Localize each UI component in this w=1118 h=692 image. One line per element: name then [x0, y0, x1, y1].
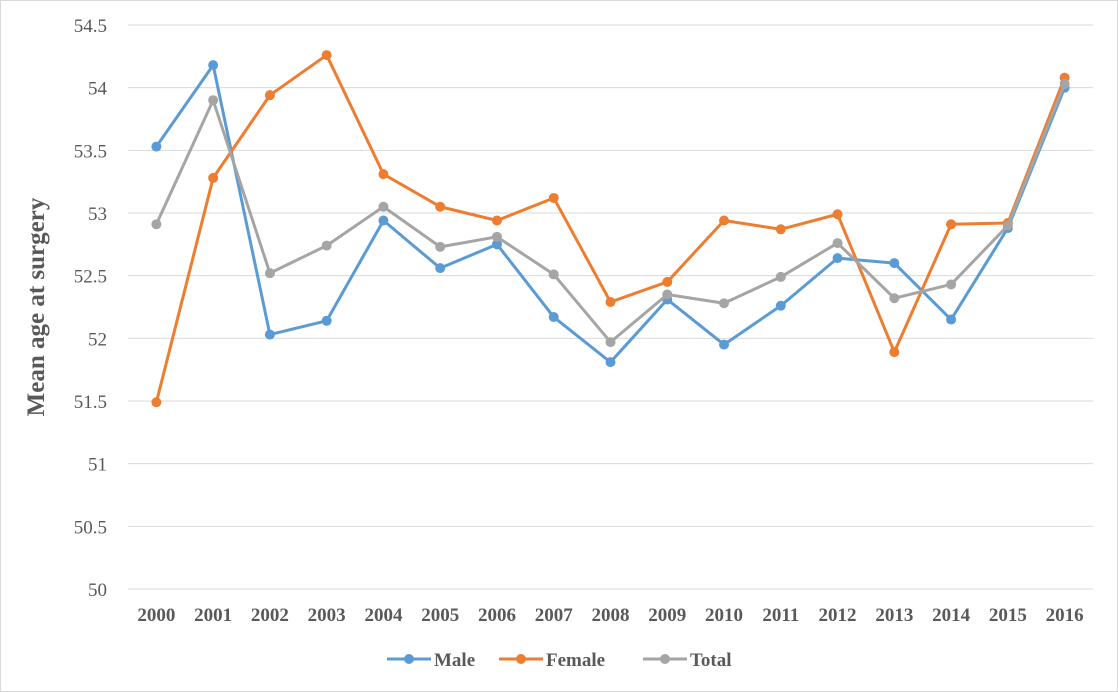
data-point-total	[321, 240, 332, 251]
y-tick-label: 54.5	[74, 16, 107, 37]
legend-marker-female	[516, 654, 526, 664]
data-point-male	[775, 300, 786, 311]
y-tick-label: 52.5	[74, 267, 107, 288]
x-tick-label: 2002	[251, 605, 289, 626]
x-tick-label: 2006	[478, 605, 516, 626]
legend-item-male: Male	[387, 650, 475, 671]
data-point-female	[321, 50, 332, 61]
data-point-female	[719, 215, 730, 226]
data-point-total	[378, 201, 389, 212]
x-tick-label: 2000	[137, 605, 175, 626]
data-point-male	[208, 60, 219, 71]
data-point-female	[435, 201, 446, 212]
y-axis-label: Mean age at surgery	[23, 197, 50, 416]
series-total	[151, 78, 1070, 348]
data-point-female	[832, 209, 843, 220]
data-point-female	[208, 172, 219, 183]
data-point-male	[889, 258, 900, 269]
data-point-male	[151, 141, 162, 152]
y-tick-label: 54	[88, 79, 108, 100]
x-tick-label: 2010	[705, 605, 743, 626]
legend: Male Female Total	[387, 650, 732, 671]
x-tick-label: 2009	[648, 605, 686, 626]
data-point-male	[946, 314, 957, 325]
x-tick-label: 2008	[592, 605, 630, 626]
data-point-male	[321, 315, 332, 326]
data-point-female	[662, 276, 673, 287]
legend-marker-male	[404, 654, 414, 664]
series-male	[151, 60, 1070, 368]
y-tick-label: 52	[88, 329, 107, 350]
data-point-female	[151, 397, 162, 408]
data-point-total	[208, 95, 219, 106]
x-tick-label: 2016	[1046, 605, 1084, 626]
x-tick-label: 2012	[819, 605, 857, 626]
data-point-female	[775, 224, 786, 235]
y-tick-label: 50	[88, 580, 107, 601]
series-female	[151, 50, 1070, 408]
x-tick-label: 2007	[535, 605, 574, 626]
series-line-female	[154, 53, 1067, 403]
data-point-male	[548, 312, 559, 323]
data-point-total	[491, 231, 502, 242]
data-point-female	[264, 90, 275, 101]
data-point-total	[832, 238, 843, 249]
x-tick-label: 2013	[875, 605, 913, 626]
data-point-female	[491, 215, 502, 226]
data-point-total	[435, 241, 446, 252]
data-point-total	[1059, 78, 1070, 89]
legend-marker-total	[660, 654, 670, 664]
series-group	[151, 50, 1070, 408]
y-axis-ticks: 50 50.5 51 51.5 52 52.5 53 53.5 54 54.5	[74, 16, 108, 601]
legend-item-female: Female	[499, 650, 605, 671]
data-point-total	[662, 289, 673, 300]
data-point-total	[605, 337, 616, 348]
data-point-total	[151, 219, 162, 230]
legend-item-total: Total	[643, 650, 732, 671]
data-point-male	[719, 339, 730, 350]
y-tick-label: 51.5	[74, 392, 107, 413]
data-point-male	[491, 239, 502, 250]
series-line-male	[155, 63, 1067, 364]
data-point-male	[378, 215, 389, 226]
y-tick-label: 51	[88, 455, 107, 476]
x-tick-label: 2011	[762, 605, 799, 626]
x-tick-label: 2004	[364, 605, 403, 626]
x-tick-label: 2001	[194, 605, 232, 626]
x-tick-label: 2005	[421, 605, 459, 626]
data-point-total	[1002, 220, 1013, 231]
data-point-female	[378, 169, 389, 180]
data-point-male	[605, 357, 616, 368]
data-point-total	[775, 271, 786, 282]
x-axis-ticks: 2000 2001 2002 2003 2004 2005 2006 2007 2008 2009…	[137, 605, 1083, 626]
gridlines	[128, 24, 1093, 527]
legend-label-male: Male	[434, 650, 475, 671]
data-point-total	[548, 269, 559, 280]
legend-label-female: Female	[546, 650, 605, 671]
data-point-total	[946, 279, 957, 290]
data-point-female	[605, 296, 616, 307]
y-tick-label: 53.5	[74, 141, 107, 162]
y-tick-label: 53	[88, 204, 107, 225]
x-tick-label: 2003	[308, 605, 346, 626]
data-point-total	[719, 298, 730, 309]
data-point-female	[889, 347, 900, 358]
x-tick-label: 2015	[989, 605, 1027, 626]
data-point-female	[548, 192, 559, 203]
data-point-total	[889, 293, 900, 304]
y-tick-label: 50.5	[74, 517, 107, 538]
data-point-female	[946, 219, 957, 230]
data-point-male	[264, 329, 275, 340]
data-point-male	[435, 263, 446, 274]
legend-label-total: Total	[690, 650, 732, 671]
data-point-total	[264, 268, 275, 279]
x-tick-label: 2014	[932, 605, 971, 626]
data-point-male	[832, 253, 843, 264]
